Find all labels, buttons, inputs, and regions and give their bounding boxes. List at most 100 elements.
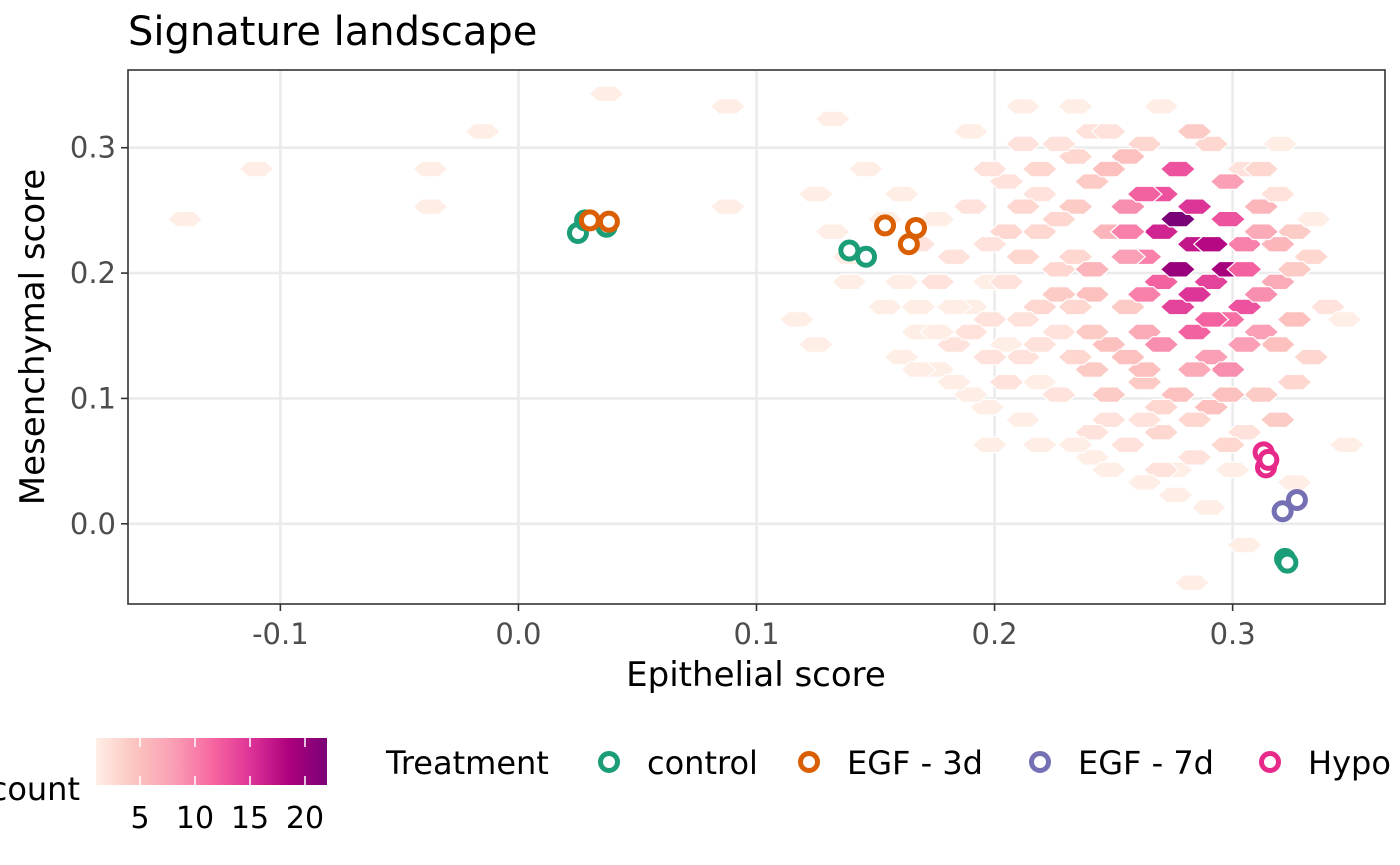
hex-bin-94: [1040, 386, 1078, 403]
legend-key-hypo: [1259, 751, 1281, 773]
colorbar-label-1: 10: [176, 801, 214, 836]
point-control-6: [1276, 551, 1299, 574]
hex-bin-144: [1276, 260, 1313, 278]
hex-bin-47: [1159, 160, 1197, 178]
hex-bin-175: [1090, 461, 1128, 479]
point-egf-3d-1: [597, 210, 620, 233]
hex-bin-111: [919, 273, 956, 291]
hex-bin-176: [1057, 436, 1094, 454]
hex-bin-132: [1073, 323, 1111, 341]
hex-bin-117: [1176, 123, 1213, 140]
legend-label-hypo: Hypo: [1308, 744, 1391, 782]
hex-bin-131: [1057, 348, 1094, 366]
hex-bin-78: [1261, 135, 1299, 153]
hex-bin-104: [1276, 373, 1313, 391]
y-tick-label-3: 0.3: [70, 131, 116, 165]
point-egf-3d-2: [874, 214, 897, 237]
hex-bin-51: [1176, 198, 1213, 215]
hex-bin-102: [971, 436, 1009, 454]
hex-bin-22: [952, 123, 989, 140]
hex-bin-152: [1109, 348, 1147, 366]
treatment-legend: Treatment control EGF - 3d EGF - 7d Hypo: [385, 744, 1391, 782]
hex-bin-57: [1209, 361, 1247, 378]
hex-bin-120: [1192, 235, 1230, 253]
legend-key-control: [598, 751, 620, 773]
chart-title: Signature landscape: [128, 9, 537, 55]
colorbar-label-0: 5: [130, 801, 149, 836]
hex-bin-171: [1176, 411, 1213, 429]
x-tick-label-3: 0.2: [972, 617, 1018, 651]
hex-bin-74: [1157, 486, 1194, 504]
y-tick-label-2: 0.2: [70, 256, 116, 290]
hex-bin-135: [971, 235, 1009, 253]
hex-bin-159: [1057, 298, 1094, 316]
hex-bin-124: [1176, 286, 1213, 303]
hex-bin-119: [1159, 260, 1197, 278]
point-egf-7d-0: [1271, 500, 1294, 523]
hex-bin-1: [238, 160, 275, 178]
hex-bin-69: [1326, 311, 1363, 328]
hex-bin-52: [1176, 323, 1213, 341]
x-tick-label-4: 0.3: [1210, 617, 1256, 651]
hex-bin-3: [412, 160, 449, 178]
hex-bin-153: [1073, 260, 1111, 278]
hex-bin-2: [412, 198, 449, 215]
hex-bin-41: [1109, 298, 1147, 316]
hex-bin-66: [1292, 348, 1330, 366]
colorbar-label-3: 20: [286, 801, 324, 836]
legend-label-egf-7d: EGF - 7d: [1078, 744, 1214, 782]
x-axis: -0.1 0.0 0.1 0.2 0.3: [252, 604, 1256, 651]
legend-label-control: control: [647, 744, 758, 782]
hex-bin-163: [971, 348, 1009, 366]
hex-bin-28: [1004, 97, 1042, 115]
hex-bin-90: [1295, 210, 1332, 228]
hex-bin-45: [1142, 223, 1180, 241]
hex-bin-129: [1176, 361, 1213, 378]
hex-bin-20: [919, 210, 956, 228]
hex-bin-156: [971, 160, 1009, 178]
hex-bin-174: [1126, 474, 1163, 491]
hexbin-layer: [166, 85, 1366, 592]
hex-bin-77: [1226, 536, 1263, 554]
hex-bin-71: [1214, 461, 1251, 479]
hex-bin-56: [1209, 210, 1247, 228]
hex-bin-21: [935, 248, 973, 266]
hex-bin-142: [1209, 173, 1247, 190]
hex-bin-164: [952, 323, 989, 341]
colorbar: [96, 738, 327, 785]
hex-bin-99: [1209, 436, 1247, 454]
hex-bin-89: [1259, 185, 1297, 203]
hex-bin-18: [883, 185, 920, 203]
hex-bin-76: [1173, 574, 1211, 592]
hex-bin-113: [883, 273, 921, 291]
hex-bin-126: [1242, 286, 1280, 303]
hex-bin-157: [1021, 160, 1059, 178]
hex-bin-73: [1190, 499, 1228, 516]
hex-bin-17: [883, 348, 921, 366]
legend-title: Treatment: [385, 744, 549, 782]
point-egf-3d-4: [905, 216, 928, 239]
hex-bin-136: [988, 273, 1025, 291]
y-tick-label-0: 0.0: [70, 507, 116, 541]
hex-bin-40: [1109, 198, 1147, 215]
hex-bin-0: [166, 210, 204, 228]
hex-bin-134: [1004, 248, 1042, 266]
hex-bin-122: [1109, 248, 1147, 266]
hex-bin-7: [709, 198, 747, 215]
hex-bin-49: [1159, 298, 1197, 316]
legend-key-egf-3d: [798, 751, 820, 773]
hex-bin-168: [919, 323, 956, 341]
hex-bin-147: [1192, 311, 1230, 328]
hex-bin-34: [1057, 97, 1094, 115]
colorbar-label-2: 15: [231, 801, 269, 836]
hex-bin-12: [814, 223, 851, 241]
colorbar-legend: count 5 10 15 20: [0, 738, 327, 836]
point-hypo-2: [1257, 448, 1280, 471]
hex-bin-68: [1309, 298, 1347, 316]
hex-bin-140: [1109, 223, 1147, 241]
hex-bin-141: [1126, 185, 1163, 203]
hex-bin-118: [1242, 160, 1280, 178]
hex-bin-133: [1040, 286, 1078, 303]
hex-bin-161: [988, 373, 1025, 391]
hex-bin-128: [1142, 336, 1180, 353]
